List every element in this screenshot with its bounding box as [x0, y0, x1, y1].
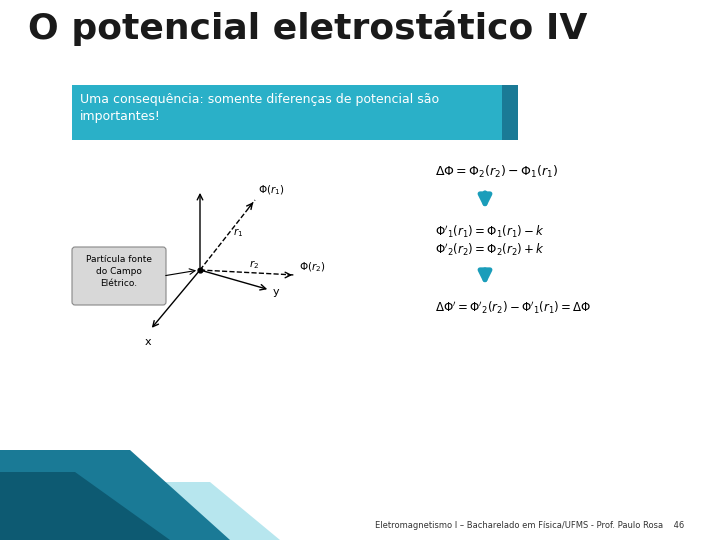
Text: $\Phi(r_1)$: $\Phi(r_1)$ [258, 184, 284, 197]
Text: y: y [273, 287, 279, 297]
Text: $\Delta\Phi' = \Phi'_2(r_2) - \Phi'_1(r_1) = \Delta\Phi$: $\Delta\Phi' = \Phi'_2(r_2) - \Phi'_1(r_… [435, 300, 592, 316]
Polygon shape [0, 450, 230, 540]
Polygon shape [0, 472, 170, 540]
Text: $r_1$: $r_1$ [233, 226, 243, 239]
Text: Eletromagnetismo I – Bacharelado em Física/UFMS - Prof. Paulo Rosa    46: Eletromagnetismo I – Bacharelado em Físi… [375, 521, 685, 530]
Text: $\Delta\Phi = \Phi_2(r_2) - \Phi_1(r_1)$: $\Delta\Phi = \Phi_2(r_2) - \Phi_1(r_1)$ [435, 164, 559, 180]
Text: $\Phi(r_2)$: $\Phi(r_2)$ [299, 260, 325, 274]
Text: $\Phi'_2(r_2) = \Phi_2(r_2) + k$: $\Phi'_2(r_2) = \Phi_2(r_2) + k$ [435, 242, 545, 258]
FancyBboxPatch shape [72, 247, 166, 305]
Text: O potencial eletrostático IV: O potencial eletrostático IV [28, 10, 588, 45]
Text: x: x [145, 337, 151, 347]
Polygon shape [0, 482, 280, 540]
Text: Partícula fonte
do Campo
Elétrico.: Partícula fonte do Campo Elétrico. [86, 255, 152, 288]
FancyBboxPatch shape [502, 85, 518, 140]
FancyBboxPatch shape [72, 85, 502, 140]
Text: $\Phi'_1(r_1) = \Phi_1(r_1) - k$: $\Phi'_1(r_1) = \Phi_1(r_1) - k$ [435, 224, 545, 240]
Text: $r_2$: $r_2$ [249, 258, 259, 271]
Text: Uma consequência: somente diferenças de potencial são
importantes!: Uma consequência: somente diferenças de … [80, 93, 439, 123]
